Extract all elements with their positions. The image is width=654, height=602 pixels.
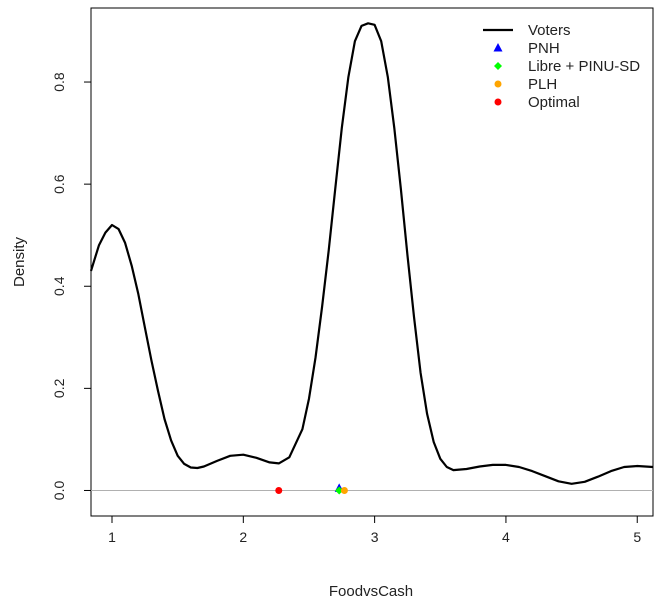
x-tick-label: 5 xyxy=(633,529,641,545)
points-layer xyxy=(275,483,348,495)
legend-marker-plh xyxy=(494,80,502,88)
y-tick-label: 0.0 xyxy=(51,481,67,501)
x-tick-label: 4 xyxy=(502,529,510,545)
plot-frame xyxy=(90,7,654,517)
legend-label-libre-pinu-sd: Libre + PINU-SD xyxy=(528,58,640,75)
y-tick-label: 0.8 xyxy=(51,72,67,92)
legend-label-optimal: Optimal xyxy=(528,94,580,111)
y-axis-label: Density xyxy=(11,236,28,287)
legend-label-pnh: PNH xyxy=(528,40,560,57)
x-tick-label: 1 xyxy=(108,529,116,545)
legend-label-voters: Voters xyxy=(528,22,571,39)
x-axis-label: FoodvsCash xyxy=(329,583,413,600)
series-line-voters xyxy=(89,22,654,485)
y-tick-label: 0.6 xyxy=(51,174,67,194)
legend-marker-optimal xyxy=(494,98,502,106)
point-optimal xyxy=(275,486,283,494)
y-axis: 0.0 0.2 0.4 0.6 0.8 xyxy=(51,72,91,500)
point-plh xyxy=(340,486,348,494)
x-tick-label: 2 xyxy=(239,529,247,545)
x-tick-label: 3 xyxy=(371,529,379,545)
x-axis: 1 2 3 4 5 xyxy=(108,516,641,545)
y-tick-label: 0.2 xyxy=(51,378,67,398)
legend-marker-libre-pinu-sd xyxy=(494,62,502,70)
legend-label-plh: PLH xyxy=(528,76,557,93)
point-libre-pinu-sd xyxy=(335,486,344,495)
legend-marker-pnh xyxy=(493,43,503,52)
y-tick-label: 0.4 xyxy=(51,276,67,296)
